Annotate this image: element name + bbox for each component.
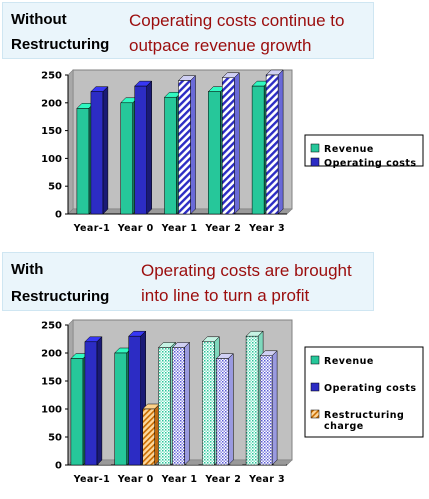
operating-costs-bar [259,350,278,466]
top-chart-svg: 0 50 100 150 200 250 Year-1 Year 0 Year 1 Year 2 Y… [41,69,424,234]
restructuring-charge-bar [142,403,161,466]
top-headline-line2: outpace revenue growth [129,36,312,55]
y-tick-label: 200 [41,98,62,109]
restructuring-charge-bar [98,464,111,465]
x-tick-label: Year 3 [248,223,285,234]
y-tick-label: 0 [55,210,62,221]
bottom-chart-svg: 0 50 100 150 200 250 Year-1 Year 0 Year 1 Year 2 Y… [41,319,424,485]
operating-costs-bar [90,86,109,215]
operating-costs-bar [128,330,147,466]
restructuring-charge-bar [186,464,199,465]
x-tick-label: Year 0 [117,223,154,234]
x-tick-label: Year-1 [73,223,111,234]
y-tick-label: 250 [41,71,62,82]
y-tick-label: 50 [48,433,62,444]
bottom-headline-line1: Operating costs are brought [141,261,352,280]
top-chart: 0 50 100 150 200 250 Year-1 Year 0 Year 1 Year 2 Y… [0,64,429,244]
legend-label: Restructuring [324,410,404,421]
legend-label: Revenue [324,144,374,155]
y-tick-label: 200 [41,349,62,360]
top-headline-line1: Coperating costs continue to [129,11,345,30]
x-tick-label: Year 1 [161,474,198,485]
y-tick-label: 150 [41,126,62,137]
y-tick-label: 150 [41,377,62,388]
top-label-line1: Without [11,11,67,28]
legend-swatch [310,157,320,167]
restructuring-charge-bar [274,464,287,465]
bottom-banner: With Restructuring Operating costs are b… [2,252,374,311]
legend-label: Operating costs [324,158,417,169]
y-tick-label: 250 [41,321,62,332]
x-tick-label: Year 2 [204,474,241,485]
legend-box [304,134,424,167]
legend: Revenue Operating costs [304,134,424,169]
x-tick-label: Year 0 [117,474,154,485]
legend-swatch [310,382,320,392]
operating-costs-bar [84,336,103,466]
y-tick-label: 100 [41,405,62,416]
legend-label: charge [324,421,364,432]
legend-box [304,346,424,438]
x-tick-label: Year 3 [248,474,285,485]
operating-costs-bar [265,69,284,215]
legend-label: Revenue [324,356,374,367]
y-tick-label: 100 [41,154,62,165]
legend-swatch [310,355,320,365]
operating-costs-bar [171,341,191,466]
operating-costs-bar [177,74,197,215]
bottom-headline-line2: into line to turn a profit [141,286,310,305]
y-tick-label: 0 [55,461,62,472]
bottom-label-line2: Restructuring [11,288,110,305]
plot-side-wall [67,69,74,215]
restructuring-charge-bar [230,464,243,465]
y-tick-label: 50 [48,182,62,193]
revenue-bar [76,102,95,215]
x-tick-label: Year 2 [204,223,241,234]
operating-costs-bar [221,72,240,215]
legend-label: Operating costs [324,383,417,394]
top-label-line2: Restructuring [11,36,110,53]
x-tick-label: Year 1 [161,223,198,234]
operating-costs-bar [215,352,234,466]
top-banner: Without Restructuring Coperating costs c… [2,2,374,59]
legend: Revenue Operating costs Restructuringcharg… [304,346,424,438]
bottom-label-line1: With [11,261,44,278]
operating-costs-bar [134,80,153,215]
x-tick-label: Year-1 [73,474,111,485]
bottom-chart: 0 50 100 150 200 250 Year-1 Year 0 Year 1 Year 2 Y… [0,315,429,494]
legend-swatch [310,409,320,419]
legend-swatch [310,143,320,153]
